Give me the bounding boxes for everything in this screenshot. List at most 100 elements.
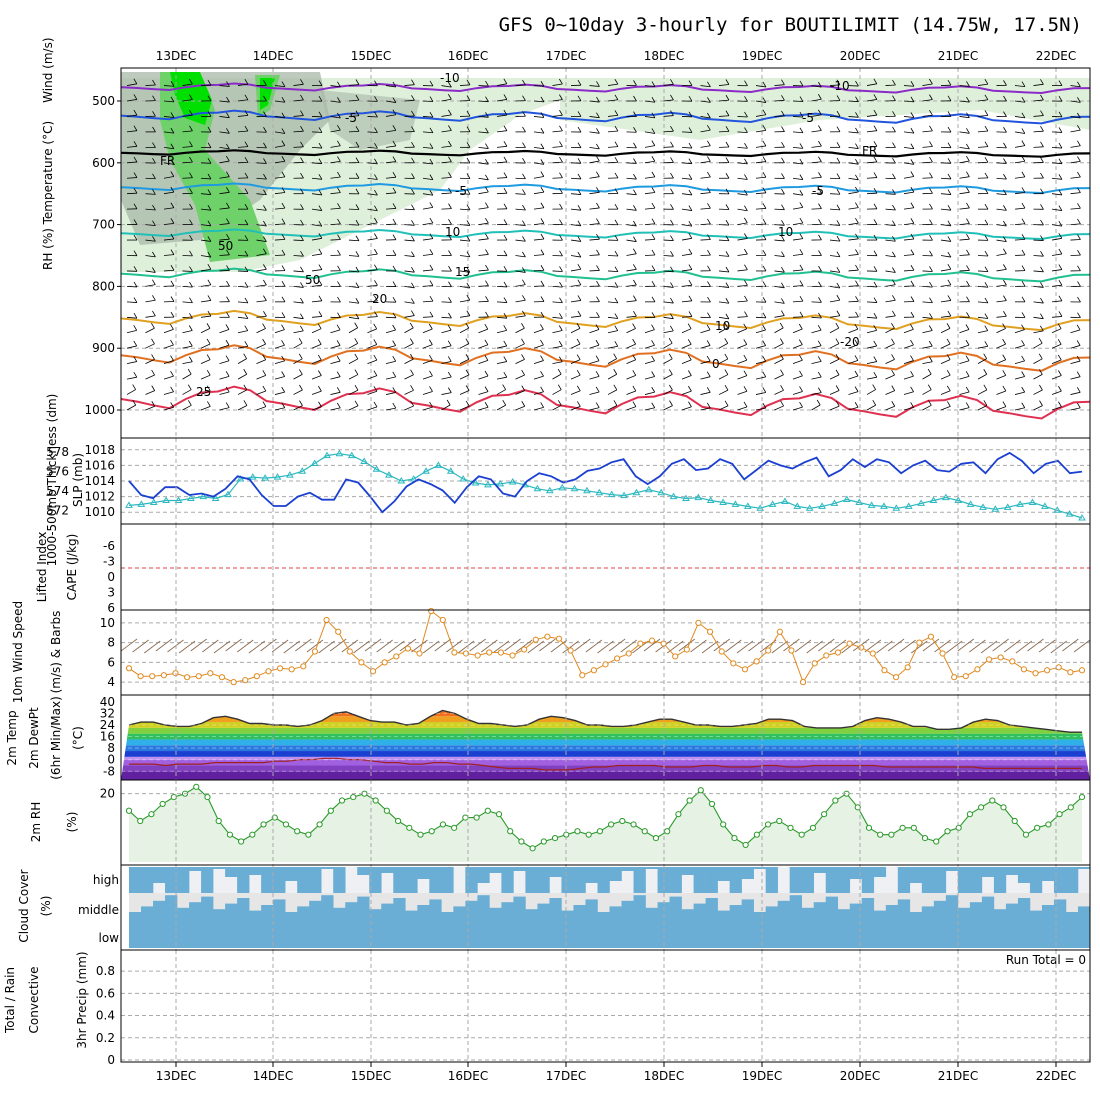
- wind-barb: [903, 162, 914, 165]
- wind-barb: [663, 330, 674, 334]
- wind-barb-flag: [207, 236, 212, 242]
- thickness-series-point: [880, 502, 888, 509]
- wind-barb-flag: [522, 251, 526, 258]
- wind-barb-flag: [910, 112, 915, 118]
- wind-barb-flag: [651, 81, 656, 87]
- surface-wind-barb: [620, 639, 638, 653]
- wind-speed-series-point: [974, 666, 981, 673]
- wind-speed-series-point: [602, 661, 609, 668]
- wind-barb: [274, 100, 285, 103]
- wind-barb: [700, 345, 711, 349]
- wind-barb: [422, 100, 434, 102]
- wind-barb: [626, 315, 637, 318]
- wind-barb-flag: [318, 158, 323, 164]
- wind-barb-flag: [466, 126, 471, 132]
- wind-barb: [478, 85, 489, 87]
- wind-barb: [126, 145, 137, 148]
- wind-barb-flag: [300, 157, 304, 163]
- wind-barb-flag: [263, 220, 267, 227]
- wind-barb: [459, 343, 470, 349]
- wind-barb-flag: [1003, 111, 1007, 117]
- thickness-series-point: [793, 502, 802, 509]
- wind-barb: [478, 300, 489, 303]
- wind-barb: [959, 85, 970, 87]
- wind-barb: [718, 405, 729, 411]
- wind-barb-flag: [300, 297, 304, 304]
- wind-barb: [237, 146, 249, 148]
- wind-barb: [311, 162, 322, 165]
- cloud-units-label: (%): [39, 896, 53, 917]
- wind-barb: [829, 224, 840, 226]
- wind-barb-flag: [448, 187, 452, 194]
- surface-wind-barb: [1073, 639, 1091, 653]
- wind-barb: [126, 99, 137, 102]
- wind-barb: [774, 115, 785, 117]
- wind-barb-flag: [577, 126, 582, 133]
- rh2m-series-point: [832, 797, 839, 804]
- rh2m-series-point: [574, 828, 581, 835]
- wind-barb: [311, 300, 322, 303]
- wind-barb: [237, 286, 248, 288]
- thickness-series-point: [1016, 500, 1025, 507]
- wind-barb: [644, 85, 655, 87]
- wind-speed-series-point: [300, 663, 307, 670]
- wind-barb-flag: [762, 356, 767, 362]
- wind-barb-flag: [559, 281, 563, 288]
- wind-speed-series-point: [1055, 664, 1062, 671]
- wind-barb-flag: [318, 279, 323, 286]
- wind-speed-series-point: [834, 649, 842, 656]
- temp-color-band: [121, 733, 1090, 740]
- wind-barb: [219, 270, 230, 272]
- rh2m-series-point: [215, 817, 222, 825]
- wind-barb-flag: [409, 322, 414, 329]
- wind-barb-flag: [1003, 311, 1007, 317]
- wind-speed-series-point: [997, 654, 1004, 661]
- wind-barb: [182, 316, 193, 319]
- rh2m-series-point: [125, 807, 133, 814]
- wind-barb: [182, 270, 193, 272]
- wind-barb-flag: [781, 298, 785, 304]
- wind-barb: [718, 255, 729, 257]
- wind-barb-flag: [799, 190, 804, 196]
- wind-barb: [607, 301, 618, 304]
- wind-barb: [774, 84, 785, 86]
- wind-barb: [570, 359, 581, 365]
- wind-barb: [515, 208, 526, 211]
- surface-wind-barb: [771, 640, 789, 654]
- wind-barb-flag: [762, 250, 767, 256]
- wind-barb: [533, 100, 544, 103]
- wind-barb: [589, 270, 600, 272]
- wind-barb-flag: [206, 401, 211, 407]
- wind-barb: [515, 315, 526, 318]
- wind-barb-flag: [836, 204, 841, 211]
- wind-barb-flag: [965, 324, 970, 330]
- wind-tick-label: 8: [107, 636, 115, 650]
- wind-barb-flag: [133, 172, 138, 178]
- wind-barb: [348, 358, 359, 365]
- cloud-high-bar: [405, 867, 418, 893]
- cloud-high-bar: [1029, 867, 1043, 893]
- wind-barb-flag: [152, 142, 156, 148]
- wind-barb-flag: [485, 127, 489, 134]
- cloud-high-bar: [945, 867, 959, 871]
- cloud-middle-bar: [957, 907, 971, 918]
- wind-barb-flag: [577, 158, 582, 164]
- wind-barb: [1051, 146, 1063, 149]
- wind-barb-flag: [1058, 385, 1062, 392]
- rh2m-series-point: [1056, 811, 1063, 818]
- wind-barb-flag: [1077, 281, 1081, 287]
- wind-barb: [848, 238, 859, 241]
- wind-barb: [348, 130, 360, 133]
- wind-barb-flag: [1076, 340, 1081, 346]
- wind-barb: [1033, 270, 1044, 273]
- wind-barb: [626, 406, 637, 411]
- cloud-high-bar: [261, 867, 274, 893]
- wind-barb-flag: [707, 312, 711, 318]
- wind-barb-flag: [836, 310, 841, 316]
- wind-barb: [459, 374, 470, 380]
- date-label-top: 17DEC: [546, 49, 586, 63]
- wind-barb-flag: [540, 81, 545, 87]
- wind-barb-flag: [577, 111, 582, 117]
- cloud-middle-bar: [597, 912, 610, 918]
- wind-barb: [367, 146, 378, 149]
